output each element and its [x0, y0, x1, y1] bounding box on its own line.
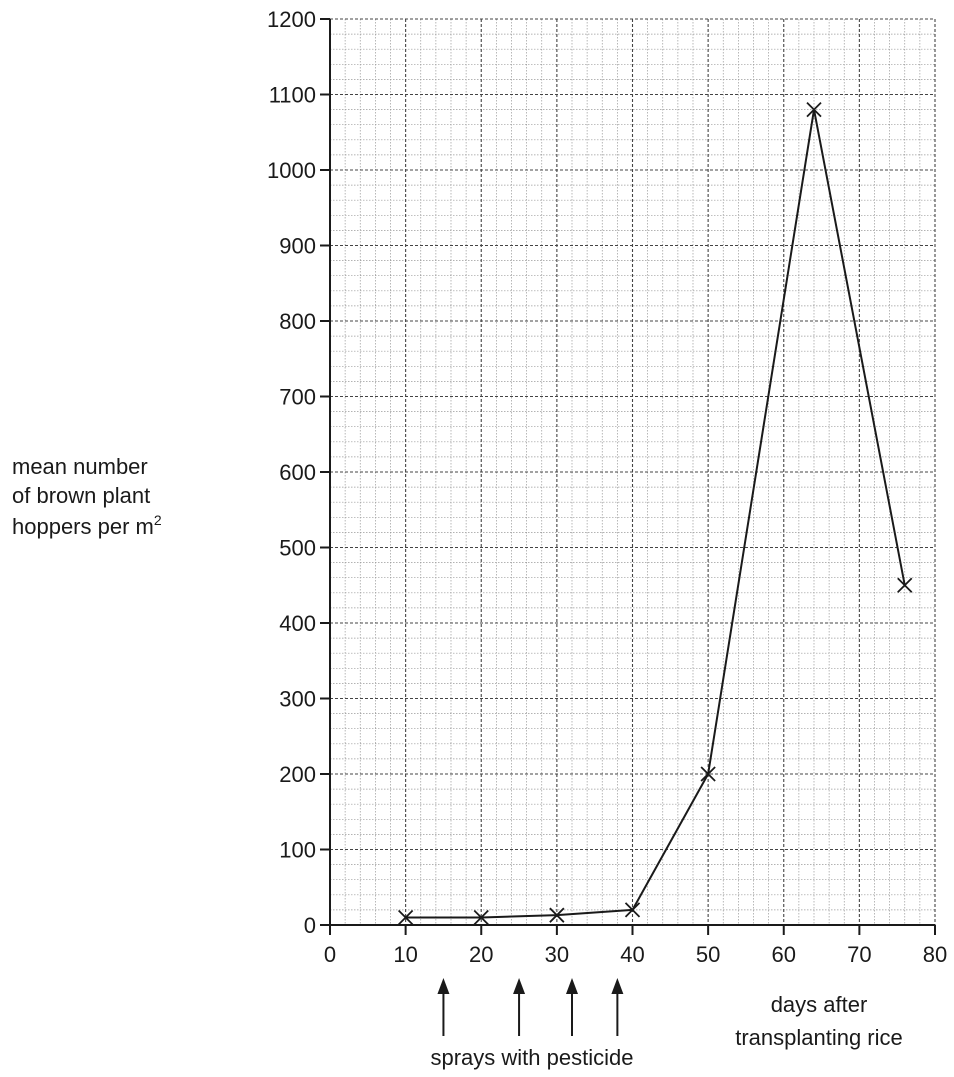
series-line [405, 108, 906, 919]
y-axis-label-line-3: hoppers per m2 [12, 512, 162, 539]
axes [320, 18, 936, 935]
data-point-marker [806, 101, 822, 118]
marker-stroke [897, 577, 913, 593]
x-tick-label: 60 [772, 942, 796, 967]
arrow-head [513, 978, 526, 994]
spray-arrows [437, 978, 624, 1036]
y-tick-label: 900 [279, 234, 316, 259]
y-tick-label: 500 [279, 536, 316, 561]
y-tick-label: 700 [279, 385, 316, 410]
spray-arrow [566, 978, 578, 1036]
arrow-head [611, 978, 624, 994]
y-tick-label: 1200 [267, 7, 316, 32]
y-axis-label-superscript: 2 [154, 512, 162, 528]
data-point-marker [624, 902, 641, 918]
spray-arrow [611, 978, 624, 1036]
x-axis-label-line-2: transplanting rice [735, 1025, 903, 1050]
x-tick-label: 10 [393, 942, 417, 967]
data-point-marker [897, 577, 913, 593]
marker-stroke [624, 902, 641, 918]
marker-stroke [700, 766, 716, 782]
x-tick-label: 0 [324, 942, 336, 967]
x-tick-label: 30 [545, 942, 569, 967]
spray-arrow [437, 978, 450, 1036]
x-tick-label: 50 [696, 942, 720, 967]
y-tick-label: 800 [279, 309, 316, 334]
spray-arrow [513, 978, 526, 1036]
annotation-label: sprays with pesticide [431, 1045, 634, 1070]
y-tick-label: 0 [304, 913, 316, 938]
x-tick-label: 20 [469, 942, 493, 967]
y-axis-label-line-1: mean number [12, 454, 148, 479]
x-tick-label: 40 [620, 942, 644, 967]
y-tick-label: 1100 [269, 83, 316, 108]
series [397, 101, 913, 926]
marker-stroke [549, 907, 565, 923]
y-tick-label: 100 [279, 838, 316, 863]
y-axis-label-line-3-text: hoppers per m [12, 514, 154, 539]
data-point-marker [549, 907, 565, 923]
marker-stroke [473, 909, 489, 926]
data-point-marker [700, 766, 716, 782]
y-tick-label: 600 [279, 460, 316, 485]
x-tick-label: 70 [847, 942, 871, 967]
marker-stroke [806, 101, 822, 118]
arrow-head [437, 978, 450, 994]
y-axis-label-line-2: of brown plant [12, 483, 150, 508]
arrow-head [566, 978, 578, 994]
y-tick-label: 1000 [267, 158, 316, 183]
x-axis-label-line-1: days after [771, 992, 868, 1017]
marker-stroke [397, 909, 414, 926]
y-tick-label: 300 [279, 687, 316, 712]
data-point-marker [397, 909, 414, 926]
y-tick-labels: 0 100 200 300 400 500 600 700 800 900 1000 1100 1200 [267, 7, 316, 938]
y-tick-label: 400 [279, 611, 316, 636]
x-tick-label: 80 [923, 942, 947, 967]
data-point-marker [473, 909, 489, 926]
x-tick-labels: 0 10 20 30 40 50 60 70 80 [324, 942, 947, 967]
y-tick-label: 200 [279, 762, 316, 787]
